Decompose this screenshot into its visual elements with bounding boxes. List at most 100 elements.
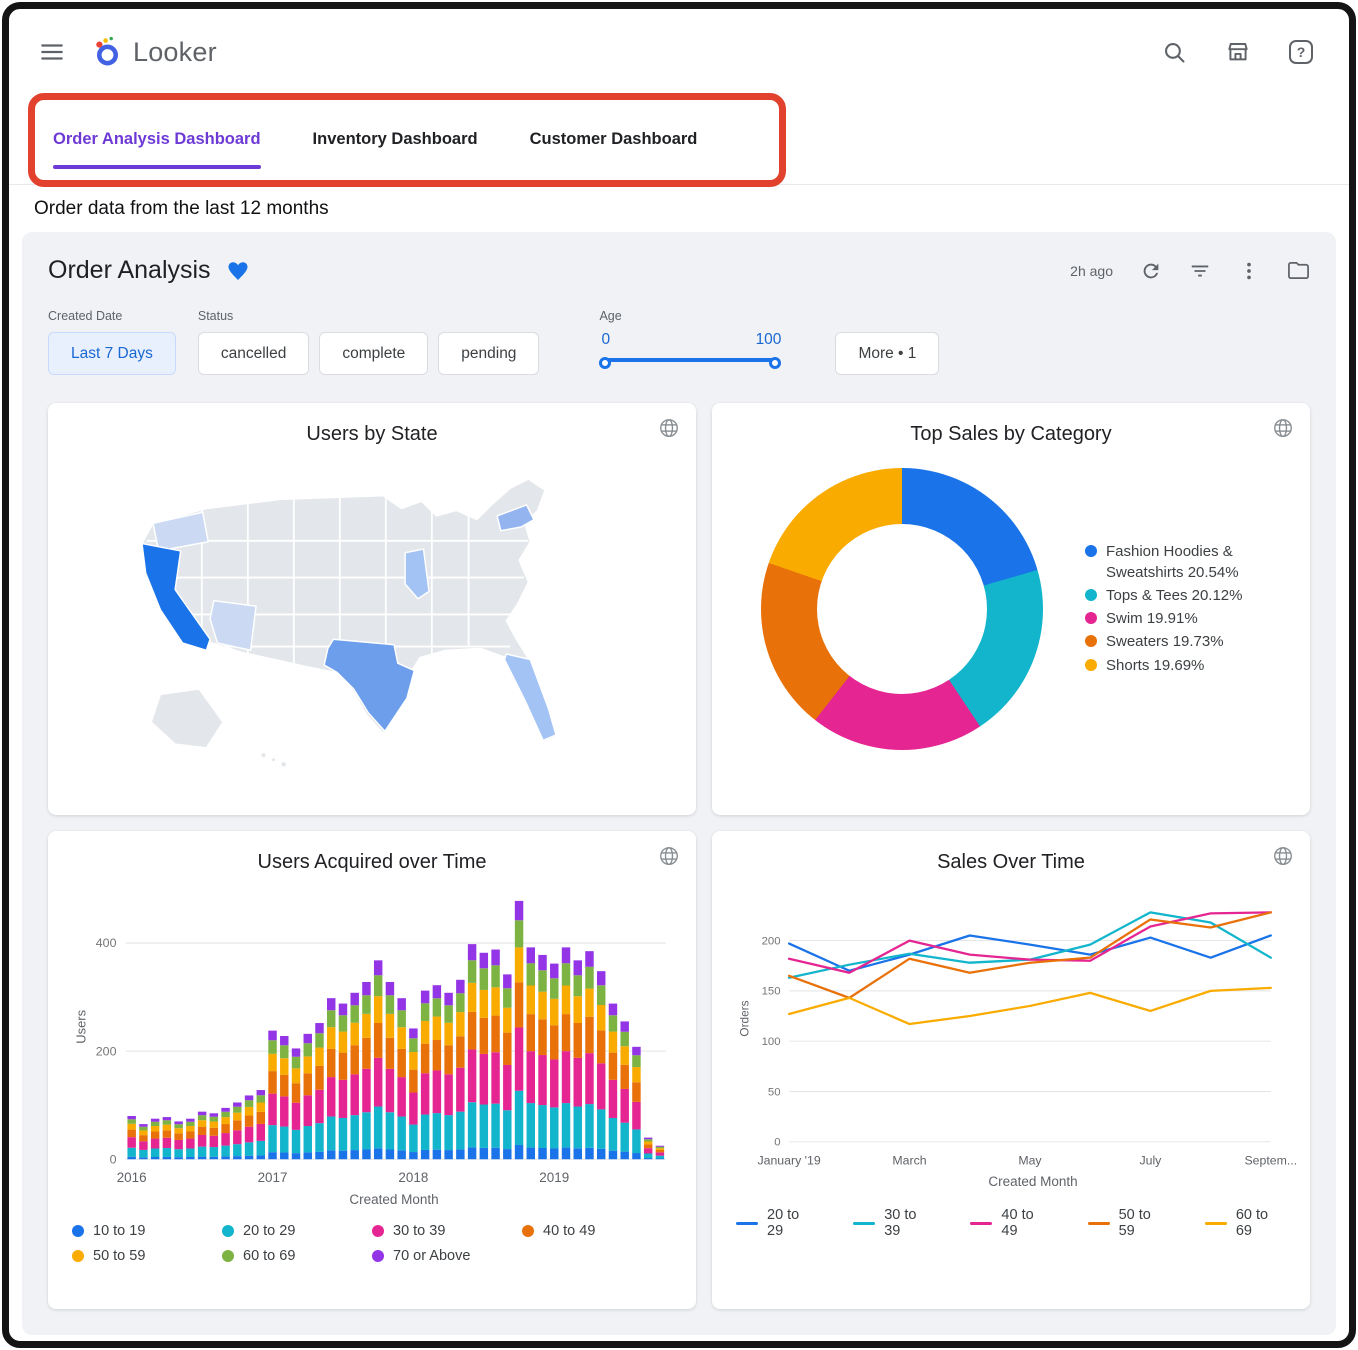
state-hawaii — [270, 756, 277, 763]
legend-item[interactable]: 40 to 49 — [522, 1223, 672, 1239]
legend-swatch — [853, 1221, 876, 1225]
age-range-slider: 0 100 — [599, 331, 782, 375]
marketplace-icon[interactable] — [1225, 39, 1251, 65]
legend-label: 10 to 19 — [93, 1223, 146, 1240]
tile-title: Top Sales by Category — [910, 423, 1112, 445]
legend-label: 20 to 29 — [243, 1223, 296, 1240]
status-filter-cancelled[interactable]: cancelled — [197, 332, 310, 375]
state-illinois — [404, 548, 430, 600]
legend-label: 40 to 49 — [1001, 1207, 1034, 1240]
legend-item[interactable]: 70 or Above — [372, 1248, 522, 1264]
legend-item[interactable]: 30 to 39 — [853, 1207, 934, 1239]
svg-text:March: March — [892, 1154, 926, 1168]
tile-title: Users Acquired over Time — [257, 851, 487, 873]
help-icon[interactable]: ? — [1289, 40, 1313, 64]
age-slider-min-handle[interactable] — [599, 357, 612, 369]
legend-swatch — [1085, 545, 1097, 558]
age-min-value: 0 — [601, 331, 611, 348]
legend-item[interactable]: Swim 19.91% — [1085, 609, 1261, 629]
tile-users-acquired-over-time: Users Acquired over Time 0 200 400 Users 201… — [48, 831, 696, 1309]
age-slider-max-handle[interactable] — [769, 357, 782, 369]
tab-order-analysis-dashboard[interactable]: Order Analysis Dashboard — [53, 95, 261, 184]
legend-swatch — [1085, 588, 1097, 601]
looker-logo-dot — [96, 41, 103, 48]
legend-item[interactable]: Fashion Hoodies & Sweatshirts 20.54% — [1085, 542, 1261, 583]
svg-text:50: 50 — [768, 1086, 781, 1098]
svg-text:400: 400 — [96, 936, 117, 950]
legend-item[interactable]: 20 to 29 — [222, 1223, 372, 1239]
age-slider-track[interactable] — [604, 358, 777, 362]
legend-item[interactable]: Shorts 19.69% — [1085, 656, 1261, 676]
state-hawaii — [259, 751, 267, 759]
tab-inventory-dashboard[interactable]: Inventory Dashboard — [313, 95, 478, 184]
legend-label: Fashion Hoodies & Sweatshirts 20.54% — [1106, 543, 1239, 581]
legend-item[interactable]: 10 to 19 — [72, 1223, 222, 1239]
looker-logo-dot — [109, 36, 113, 41]
legend-swatch — [736, 1221, 758, 1225]
state-california — [141, 542, 211, 652]
users-bar-chart[interactable]: 0 200 400 Users 2016 2017 2018 2019 — [72, 882, 672, 1190]
created-date-filter-button[interactable]: Last 7 Days — [48, 332, 176, 375]
legend-swatch — [222, 1225, 234, 1238]
legend-item[interactable]: 30 to 39 — [372, 1223, 522, 1239]
tile-title: Users by State — [306, 423, 438, 445]
search-icon[interactable] — [1162, 40, 1187, 65]
looker-logo[interactable]: Looker — [91, 36, 217, 68]
tile-grid: Users by State — [48, 403, 1310, 1309]
filter-icon[interactable] — [1189, 260, 1211, 282]
globe-icon[interactable] — [1272, 845, 1294, 872]
category-donut-chart[interactable] — [761, 468, 1043, 750]
legend-label: 50 to 59 — [93, 1248, 146, 1265]
globe-icon[interactable] — [1272, 417, 1294, 444]
dashboard-header: Order Analysis 2h ago — [48, 256, 1310, 285]
globe-icon[interactable] — [658, 417, 680, 444]
legend-item[interactable]: 60 to 69 — [222, 1248, 372, 1264]
legend-swatch — [372, 1225, 384, 1238]
bar-legend: 10 to 19 20 to 29 30 to 39 40 to 49 50 to 59… — [72, 1223, 672, 1264]
more-filters-button[interactable]: More • 1 — [835, 332, 940, 375]
legend-label: Tops & Tees 20.12% — [1106, 586, 1243, 604]
legend-swatch — [1087, 1221, 1110, 1225]
x-axis-title: Created Month — [988, 1174, 1078, 1190]
legend-item[interactable]: 60 to 69 — [1204, 1207, 1286, 1239]
favorite-heart-icon[interactable] — [226, 259, 250, 283]
tile-users-by-state: Users by State — [48, 403, 696, 815]
svg-text:May: May — [1018, 1154, 1042, 1168]
svg-text:Users: Users — [73, 1010, 88, 1044]
us-map[interactable] — [96, 458, 648, 780]
globe-icon[interactable] — [658, 845, 680, 872]
folder-icon[interactable] — [1287, 259, 1310, 282]
refresh-icon[interactable] — [1140, 260, 1162, 282]
legend-label: 70 or Above — [393, 1248, 471, 1265]
legend-item[interactable]: 50 to 59 — [1087, 1207, 1169, 1240]
legend-label: 40 to 49 — [543, 1223, 596, 1240]
legend-item[interactable]: Tops & Tees 20.12% — [1085, 586, 1261, 606]
more-options-icon[interactable] — [1238, 260, 1260, 282]
svg-text:July: July — [1139, 1154, 1162, 1168]
status-filter-complete[interactable]: complete — [319, 332, 429, 375]
legend-label: 60 to 69 — [243, 1248, 296, 1265]
legend-label: 30 to 39 — [884, 1207, 917, 1240]
legend-swatch — [72, 1225, 84, 1238]
donut-legend: Fashion Hoodies & Sweatshirts 20.54% Tops… — [1085, 542, 1261, 676]
state-new-york — [496, 504, 535, 532]
legend-label: 50 to 59 — [1118, 1207, 1151, 1240]
legend-item[interactable]: Sweaters 19.73% — [1085, 632, 1261, 652]
legend-item[interactable]: 40 to 49 — [970, 1207, 1051, 1239]
state-texas — [323, 638, 416, 732]
legend-item[interactable]: 20 to 29 — [736, 1207, 817, 1239]
legend-item[interactable]: 50 to 59 — [72, 1248, 222, 1264]
status-filter-pending[interactable]: pending — [438, 332, 540, 375]
svg-text:2017: 2017 — [258, 1170, 288, 1185]
svg-text:200: 200 — [762, 935, 781, 947]
svg-text:100: 100 — [762, 1036, 781, 1048]
menu-icon[interactable] — [39, 39, 65, 65]
state-washington — [152, 511, 209, 552]
last-updated-text: 2h ago — [1070, 262, 1113, 279]
sales-line-chart[interactable]: 0 50 100 150 200 Orders January '19 March May Jul… — [736, 882, 1297, 1172]
legend-label: Shorts 19.69% — [1106, 656, 1205, 674]
status-label: Status — [197, 309, 234, 323]
legend-swatch — [72, 1250, 84, 1263]
tab-customer-dashboard[interactable]: Customer Dashboard — [530, 95, 698, 184]
